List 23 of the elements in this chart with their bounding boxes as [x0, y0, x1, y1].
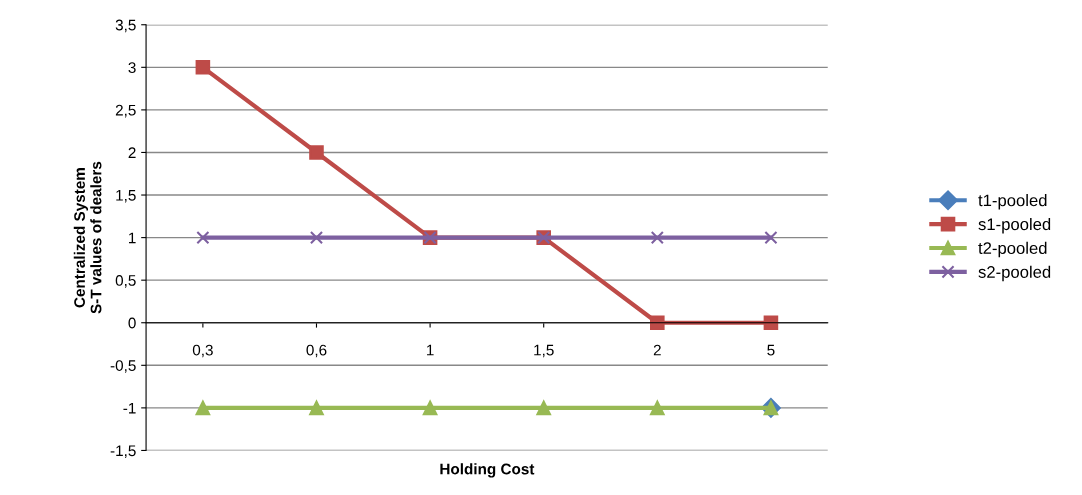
y-axis-title: Centralized System S-T values of dealers: [73, 161, 102, 314]
legend-label: s2-pooled: [978, 265, 1051, 282]
y-tick-label: 2,5: [115, 104, 136, 118]
y-tick-label: -1,5: [110, 445, 136, 458]
x-tick-label: 5: [767, 344, 775, 356]
x-tick-label: 0,3: [192, 344, 213, 358]
y-tick-label: 3: [128, 62, 136, 74]
y-tick-label: 0: [128, 317, 136, 329]
x-tick-label: 1: [427, 344, 434, 356]
y-tick-label: 1,5: [116, 190, 136, 203]
y-tick-label: 3,5: [115, 19, 136, 33]
legend-label: t1-pooled: [978, 194, 1047, 210]
x-tick-label: 2: [653, 344, 661, 356]
x-tick-label: 0,6: [306, 344, 327, 358]
y-tick-label: 1: [129, 232, 136, 244]
y-tick-label: 0,5: [115, 275, 136, 288]
y-tick-label: 2: [128, 147, 136, 158]
x-tick-label: 1,5: [534, 344, 554, 358]
y-tick-label: -0,5: [110, 360, 136, 373]
legend-label: s1-pooled: [978, 217, 1051, 234]
legend-label: t2-pooled: [978, 241, 1047, 258]
x-axis-title: Holding Cost: [440, 463, 535, 478]
y-tick-label: -1: [123, 402, 136, 414]
